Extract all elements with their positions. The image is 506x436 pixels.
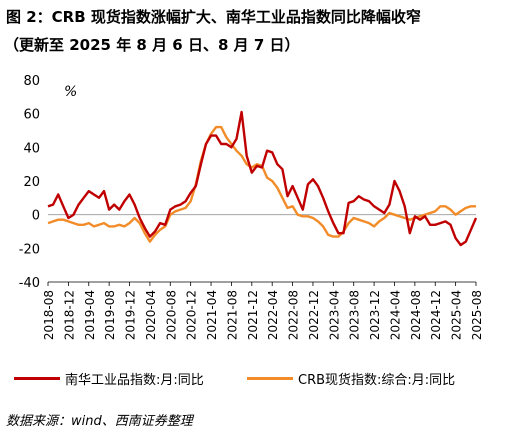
y-tick-label: -40	[19, 276, 40, 291]
x-tick-label: 2019-04	[83, 290, 97, 340]
legend-label-crb: CRB现货指数:综合:月:同比	[298, 373, 456, 388]
legend: 南华工业品指数:月:同比 CRB现货指数:综合:月:同比	[14, 366, 504, 390]
chart-subtitle: （更新至 2025 年 8 月 6 日、8 月 7 日）	[4, 36, 300, 54]
x-tick-label: 2020-08	[164, 290, 178, 340]
chart-title: 图 2：CRB 现货指数涨幅扩大、南华工业品指数同比降幅收窄	[6, 8, 421, 26]
x-tick-label: 2024-12	[429, 290, 443, 340]
series-line-nanhua	[47, 110, 478, 247]
x-tick-label: 2023-04	[327, 290, 341, 340]
x-tick-label: 2020-12	[185, 290, 199, 340]
x-tick-label: 2022-04	[266, 290, 280, 340]
unit-label: %	[64, 84, 77, 100]
x-tick-label: 2025-08	[470, 290, 484, 340]
series-layer	[47, 110, 478, 247]
x-axis: 2018-08 2018-12 2019-04 2019-08 2019-12 2020-…	[42, 282, 484, 340]
x-tick-label: 2019-08	[103, 290, 117, 340]
x-tick-label: 2018-08	[42, 290, 56, 340]
x-tick-label: 2022-12	[307, 290, 321, 340]
x-tick-label: 2024-04	[388, 290, 402, 340]
legend-label-nanhua: 南华工业品指数:月:同比	[65, 373, 204, 388]
legend-item-nanhua: 南华工业品指数:月:同比	[14, 369, 204, 388]
x-tick-label: 2019-12	[124, 290, 138, 340]
legend-swatch-crb	[247, 377, 293, 380]
x-tick-label: 2021-08	[225, 290, 239, 340]
legend-item-crb: CRB现货指数:综合:月:同比	[247, 369, 455, 388]
x-tick-label: 2018-12	[62, 290, 76, 340]
y-tick-label: -20	[19, 242, 40, 257]
x-tick-label: 2025-04	[450, 290, 464, 340]
x-tick-label: 2022-08	[287, 290, 301, 340]
x-tick-label: 2021-12	[246, 290, 260, 340]
x-tick-label: 2021-04	[205, 290, 219, 340]
x-tick-label: 2020-04	[144, 290, 158, 340]
y-tick-label: 40	[23, 141, 40, 156]
source-note: 数据来源：wind、西南证券整理	[6, 414, 193, 429]
y-tick-label: 20	[23, 175, 40, 190]
y-axis: 80 60 40 20 0 -20 -40	[19, 74, 40, 291]
x-tick-label: 2023-12	[368, 290, 382, 340]
y-tick-label: 0	[32, 209, 40, 224]
legend-swatch-nanhua	[14, 377, 60, 380]
y-tick-label: 60	[23, 108, 40, 123]
x-tick-label: 2023-08	[348, 290, 362, 340]
x-tick-label: 2024-08	[409, 290, 423, 340]
y-tick-label: 80	[23, 74, 40, 89]
